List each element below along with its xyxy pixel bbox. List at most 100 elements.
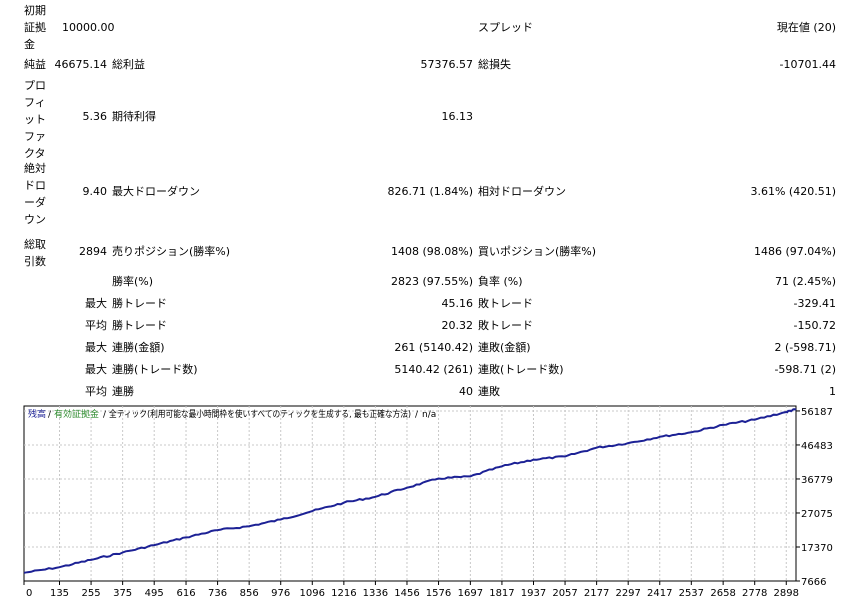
max-consec-amount-loss-value: -598.71 (2): [774, 363, 836, 376]
avg-consec-win-value: 40: [459, 385, 473, 398]
avg-consec-loss-label: 連敗: [478, 385, 500, 398]
legend-sep-3: /: [415, 410, 419, 420]
win-rate-label: 勝率(%): [112, 275, 154, 288]
y-tick-label: 56187: [801, 407, 833, 418]
x-tick-label: 1336: [363, 588, 388, 599]
gross-profit-value: 57376.57: [420, 58, 474, 71]
legend-equity: 有効証拠金: [54, 408, 99, 420]
x-tick-label: 1096: [300, 588, 325, 599]
gross-profit-label: 総利益: [112, 58, 145, 71]
long-positions-value: 1486 (97.04%): [753, 245, 836, 258]
max-consec-count-loss-value: 2 (-598.71): [774, 341, 836, 354]
balance-series-line: [23, 408, 797, 574]
loss-rate-value: 71 (2.45%): [774, 275, 836, 288]
max-drawdown-label: 最大ドローダウン: [112, 185, 200, 198]
x-tick-label: 1937: [521, 588, 546, 599]
y-tick-label: 46483: [801, 441, 833, 452]
x-tick-label: 1576: [426, 588, 451, 599]
total-trades-label: 総取引数: [24, 238, 46, 268]
x-tick-label: 2177: [584, 588, 609, 599]
long-positions-label: 買いポジション(勝率%): [478, 245, 597, 258]
max-consec-amount-win-value: 5140.42 (261): [394, 363, 473, 376]
x-tick-label: 0: [26, 588, 32, 599]
short-positions-label: 売りポジション(勝率%): [112, 245, 231, 258]
relative-drawdown-label: 相対ドローダウン: [478, 185, 566, 198]
relative-drawdown-value: 3.61% (420.51): [750, 185, 836, 198]
legend-model: 全ティック(利用可能な最小時間枠を使いすべてのティックを生成する, 最も正確な方…: [109, 408, 411, 420]
x-tick-label: 1817: [489, 588, 514, 599]
average-win-label: 勝トレード: [112, 319, 167, 332]
max-consec-count-win-label: 連勝(金額): [112, 341, 165, 354]
max-consec-amount-loss-label: 連敗(トレード数): [478, 363, 564, 376]
y-tick-label: 36779: [801, 475, 833, 486]
largest-loss-label: 敗トレード: [478, 297, 533, 310]
max-consec-count-win-value: 261 (5140.42): [394, 341, 473, 354]
x-tick-label: 2778: [742, 588, 767, 599]
total-trades-value: 2894: [79, 245, 107, 258]
loss-rate-label: 負率 (%): [478, 275, 523, 288]
profit-factor-value: 5.36: [82, 110, 108, 123]
x-tick-label: 856: [240, 588, 259, 599]
x-tick-label: 255: [82, 588, 101, 599]
spread-value: 現在値 (20): [776, 21, 836, 34]
x-axis-ticks: 0 135 255 375 495 616 736 856 976 1096 1216 1336 145…: [23, 581, 799, 599]
x-tick-label: 2417: [647, 588, 672, 599]
short-positions-value: 1408 (98.08%): [390, 245, 473, 258]
max-consec-count-prefix: 最大: [85, 341, 107, 354]
grid-lines: [24, 406, 796, 581]
avg-consec-loss-value: 1: [829, 385, 836, 398]
y-tick-label: 7666: [801, 577, 826, 588]
legend-sep-1: /: [48, 410, 52, 420]
x-tick-label: 135: [50, 588, 69, 599]
balance-chart: 0 135 255 375 495 616 736 856 976 1096 1216 1336 145…: [23, 405, 833, 599]
largest-win-value: 45.16: [441, 297, 474, 310]
x-tick-label: 375: [113, 588, 132, 599]
expected-payoff-label: 期待利得: [112, 110, 156, 123]
absolute-drawdown-value: 9.40: [82, 185, 108, 198]
x-tick-label: 616: [176, 588, 195, 599]
series-layer: [23, 408, 797, 574]
legend-sep-2: /: [103, 410, 107, 420]
x-tick-label: 976: [271, 588, 290, 599]
x-tick-label: 736: [208, 588, 227, 599]
average-loss-label: 敗トレード: [478, 319, 533, 332]
initial-deposit-label: 初期証拠金: [24, 4, 46, 51]
y-tick-label: 17370: [801, 543, 833, 554]
expected-payoff-value: 16.13: [441, 110, 474, 123]
max-drawdown-value: 826.71 (1.84%): [387, 185, 473, 198]
avg-consec-win-label: 連勝: [112, 385, 134, 398]
max-consec-amount-win-label: 連勝(トレード数): [112, 363, 198, 376]
net-profit-value: 46675.14: [54, 58, 108, 71]
average-loss-value: -150.72: [793, 319, 836, 332]
x-tick-label: 2057: [552, 588, 577, 599]
x-tick-label: 495: [145, 588, 164, 599]
profit-factor-label: プロフィットファクタ: [24, 79, 46, 160]
max-consec-count-loss-label: 連敗(金額): [478, 341, 531, 354]
x-tick-label: 1697: [458, 588, 483, 599]
win-rate-value: 2823 (97.55%): [390, 275, 473, 288]
y-axis-ticks: 7666 17370 27075 36779 46483 56187: [796, 407, 833, 588]
legend-balance: 残高: [28, 408, 46, 420]
average-prefix: 平均: [85, 319, 107, 332]
legend-extra: n/a: [422, 410, 436, 420]
initial-deposit-value: 10000.00: [62, 21, 115, 34]
y-tick-label: 27075: [801, 509, 833, 520]
x-tick-label: 2297: [615, 588, 640, 599]
x-tick-label: 1216: [331, 588, 356, 599]
avg-consec-prefix: 平均: [85, 385, 107, 398]
x-tick-label: 2537: [679, 588, 704, 599]
average-win-value: 20.32: [441, 319, 474, 332]
gross-loss-value: -10701.44: [779, 58, 836, 71]
max-consec-amount-prefix: 最大: [85, 363, 107, 376]
largest-loss-value: -329.41: [793, 297, 836, 310]
x-tick-label: 2658: [710, 588, 735, 599]
x-tick-label: 1456: [394, 588, 419, 599]
x-tick-label: 2898: [774, 588, 799, 599]
largest-prefix: 最大: [85, 297, 107, 310]
spread-label: スプレッド: [478, 21, 533, 34]
largest-win-label: 勝トレード: [112, 297, 167, 310]
net-profit-label: 純益: [24, 58, 46, 71]
gross-loss-label: 総損失: [478, 58, 511, 71]
plot-frame: [23, 405, 797, 582]
absolute-drawdown-label: 絶対ドローダウン: [24, 162, 46, 226]
